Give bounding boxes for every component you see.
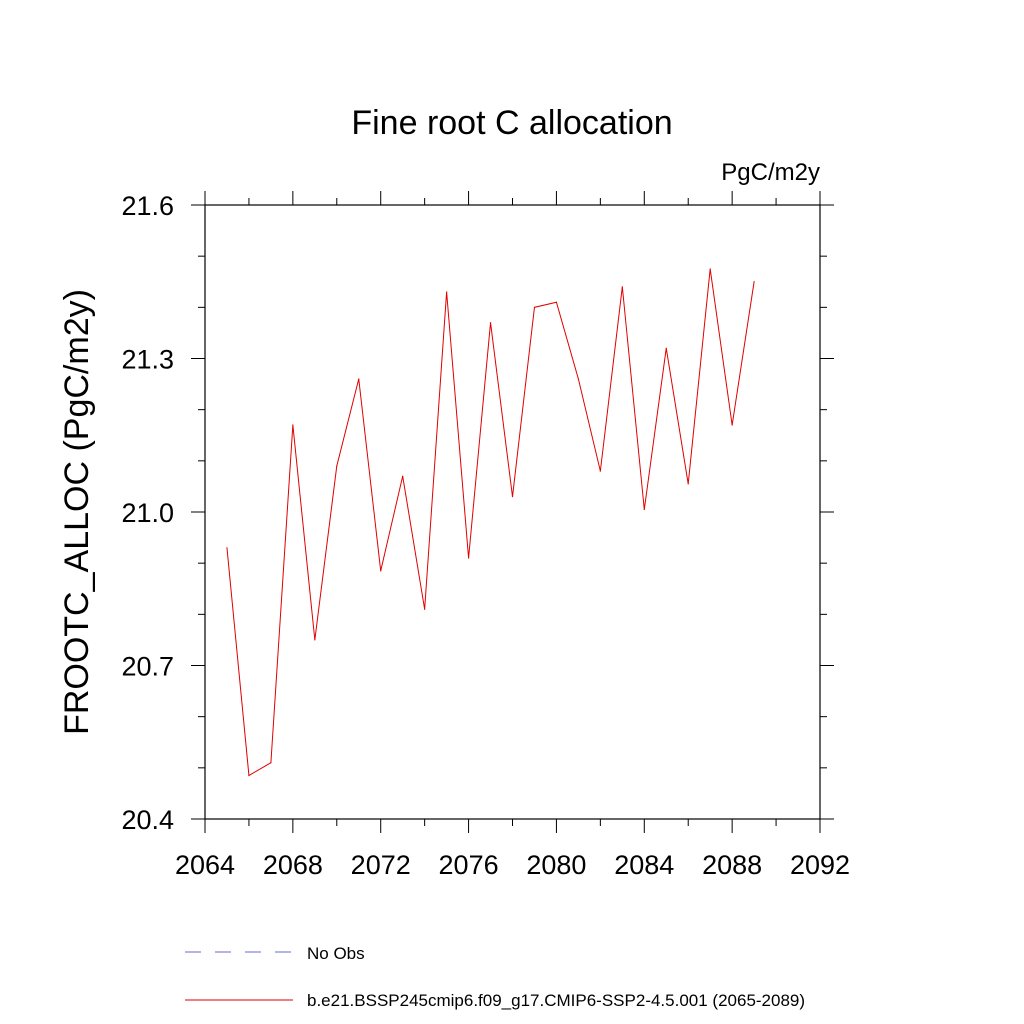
data-point	[380, 570, 382, 572]
y-tick-label: 20.7	[121, 652, 174, 682]
data-point	[621, 286, 623, 288]
legend: No Obs b.e21.BSSP245cmip6.f09_g17.CMIP6-…	[185, 944, 805, 1010]
data-point	[731, 424, 733, 426]
x-tick-label: 2088	[702, 850, 762, 880]
data-point	[446, 291, 448, 293]
data-point	[577, 378, 579, 380]
data-point	[402, 475, 404, 477]
x-tick-label: 2064	[175, 850, 235, 880]
data-point	[467, 557, 470, 559]
data-point	[358, 378, 360, 380]
data-point	[248, 774, 250, 777]
data-point	[270, 762, 272, 764]
data-point	[753, 281, 755, 283]
x-tick-label: 2076	[439, 850, 499, 880]
x-tick-label: 2092	[790, 850, 850, 880]
chart-title: Fine root C allocation	[351, 104, 672, 142]
data-point	[643, 508, 645, 511]
x-tick-label: 2080	[526, 850, 586, 880]
y-tick-label: 20.4	[121, 805, 174, 835]
data-point	[709, 268, 711, 270]
data-point	[599, 470, 601, 472]
x-tick-label: 2068	[263, 850, 323, 880]
y-tick-label: 21.0	[121, 498, 174, 528]
y-tick-label: 21.6	[121, 191, 174, 221]
units-label: PgC/m2y	[721, 159, 820, 186]
x-tick-label: 2084	[614, 850, 674, 880]
series-line-0	[226, 268, 755, 777]
plot-frame	[204, 204, 821, 820]
data-point	[533, 306, 536, 308]
data-point	[226, 547, 228, 549]
data-point	[336, 465, 338, 467]
legend-label-ssp245: b.e21.BSSP245cmip6.f09_g17.CMIP6-SSP2-4.…	[307, 991, 805, 1010]
data-point	[665, 347, 667, 349]
data-point	[489, 322, 492, 324]
data-point	[314, 639, 316, 641]
data-point	[424, 608, 426, 610]
data-point	[511, 496, 514, 498]
axis-ticks: 2064 2068 2072 2076 2080 2084 2088 2092 20.4 20.7…	[121, 191, 850, 880]
data-point	[555, 301, 558, 303]
legend-label-no-obs: No Obs	[307, 944, 365, 963]
x-tick-label: 2072	[351, 850, 411, 880]
series-layer	[226, 268, 755, 777]
data-point	[292, 424, 294, 426]
y-tick-label: 21.3	[121, 345, 174, 375]
data-point	[687, 483, 689, 485]
y-axis-label: FROOTC_ALLOC (PgC/m2y)	[58, 289, 96, 735]
